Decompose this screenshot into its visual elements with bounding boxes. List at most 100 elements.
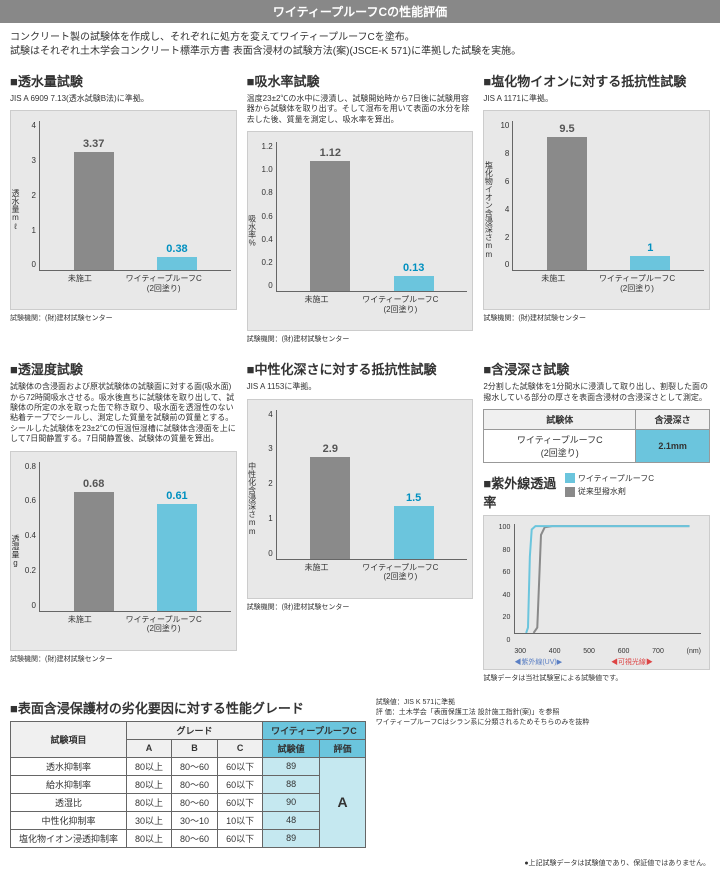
- bar: 0.68: [74, 478, 114, 611]
- grade-notes: 試験値：JIS K 571に準拠 評 価：土木学会「表面保護工法 設計施工指針(…: [376, 698, 710, 848]
- td: 塩化物イオン浸透抑制率: [11, 829, 127, 847]
- th: グレード: [127, 721, 263, 739]
- chart-subtitle: 試験体の含浸面および原状試験体の試験面に対する面(吸水面)から72時間吸水させる…: [10, 382, 237, 444]
- impreg-table: 試験体含浸深さ ワイティープルーフC (2回塗り)2.1mm: [483, 409, 710, 463]
- bar-value: 1.12: [320, 147, 341, 159]
- th: ワイティープルーフC: [263, 721, 366, 739]
- td: 60以下: [218, 775, 263, 793]
- x-labels: 未施工 ワイティープルーフC (2回塗り): [276, 560, 468, 582]
- intro-line-1: コンクリート製の試験体を作成し、それぞれに処方を変えてワイティープルーフCを塗布…: [10, 31, 710, 45]
- grade-section: ■表面含浸保護材の劣化要因に対する性能グレード 試験項目グレードワイティープルー…: [0, 698, 720, 848]
- footnote: ●上記試験データは試験値であり、保証値ではありません。: [0, 858, 720, 868]
- chart-subtitle: JIS A 1153に準拠。: [247, 382, 474, 392]
- bar-rect: [310, 457, 350, 559]
- intro-text: コンクリート製の試験体を作成し、それぞれに処方を変えてワイティープルーフCを塗布…: [0, 31, 720, 59]
- th: B: [172, 739, 218, 757]
- bar-rect: [157, 257, 197, 270]
- bar-value: 0.68: [83, 478, 104, 490]
- chart-subtitle: 温度23±2℃の水中に浸漬し、試験開始時から7日後に試験用容器から試験体を取り出…: [247, 94, 474, 125]
- th: 試験値: [263, 739, 320, 757]
- impreg-title: ■含浸深さ試験: [483, 359, 710, 378]
- bar-value: 0.13: [403, 262, 424, 274]
- x-labels: 未施工ワイティープルーフC (2回塗り): [512, 271, 704, 293]
- td: 80～60: [172, 829, 218, 847]
- chart-area: 3.37 0.38: [39, 121, 231, 271]
- grade-note-2: 評 価：土木学会「表面保護工法 設計施工指針(案)」を参照 ワイティープルーフC…: [376, 708, 710, 728]
- td: 80～60: [172, 775, 218, 793]
- td: 80以上: [127, 757, 172, 775]
- x-labels: 未施工 ワイティープルーフC (2回塗り): [39, 271, 231, 293]
- chart-note: 試験機関：(財)建材試験センター: [247, 602, 474, 612]
- uv-title: ■紫外線透過率: [483, 473, 564, 511]
- bar: 2.9: [310, 443, 350, 559]
- td: ワイティープルーフC (2回塗り): [484, 429, 636, 462]
- bar: 0.13: [394, 262, 434, 291]
- charts-row-1: ■透水量試験JIS A 6909 7.13(透水試験B法)に準拠。透水量mℓ43…: [0, 71, 720, 344]
- bar-label: 未施工: [305, 563, 329, 582]
- uv-range-labels: ◀紫外線(UV)▶◀可視光線▶: [514, 657, 701, 667]
- th: C: [218, 739, 263, 757]
- td: 60以下: [218, 793, 263, 811]
- grade-note-1: 試験値：JIS K 571に準拠: [376, 698, 710, 708]
- bar-label: 未施工: [68, 274, 92, 293]
- td: 透湿比: [11, 793, 127, 811]
- bar-rect: [630, 256, 670, 270]
- bar: 3.37: [74, 138, 114, 270]
- bar-label: 未施工: [68, 615, 92, 634]
- td: 給水抑制率: [11, 775, 127, 793]
- chart-box: 塩化物イオン含浸深さmm10864209.51未施工ワイティープルーフC (2回…: [483, 110, 710, 310]
- uv-legend: ワイティープルーフC 従来型撥水剤: [565, 473, 710, 500]
- chart-box: 吸水率%1.21.00.80.60.40.201.120.13未施工ワイティープ…: [247, 131, 474, 331]
- chart-title: ■透湿度試験: [10, 359, 237, 378]
- uv-chart: 100806040200 300400500600700(nm)◀紫外線(UV)…: [483, 515, 710, 670]
- bar-value: 0.61: [166, 490, 187, 502]
- legend-item: ワイティープルーフC: [565, 473, 654, 484]
- chart-note: 試験機関：(財)建材試験センター: [483, 313, 710, 323]
- bar-rect: [394, 506, 434, 559]
- bar-rect: [74, 152, 114, 270]
- td: 60以下: [218, 757, 263, 775]
- table-row: 透水抑制率80以上80～6060以下89A: [11, 757, 366, 775]
- bar-rect: [157, 504, 197, 611]
- charts-row-2: ■透湿度試験試験体の含浸面および原状試験体の試験面に対する面(吸水面)から72時…: [0, 359, 720, 683]
- chart-box: 中性化含浸深さmm432102.91.5未施工ワイティープルーフC (2回塗り): [247, 399, 474, 599]
- x-labels: 未施工 ワイティープルーフC (2回塗り): [276, 292, 468, 314]
- td: 60以下: [218, 829, 263, 847]
- bar-label: ワイティープルーフC (2回塗り): [126, 274, 202, 293]
- uv-note: 試験データは当社試験室による試験値です。: [483, 673, 710, 683]
- table-row: 中性化抑制率30以上30～1010以下48: [11, 811, 366, 829]
- bar: 1: [630, 242, 670, 270]
- bar: 0.61: [157, 490, 197, 611]
- bar-value: 0.38: [166, 243, 187, 255]
- td-value: 89: [263, 757, 320, 775]
- th: A: [127, 739, 172, 757]
- chart-note: 試験機関：(財)建材試験センター: [10, 313, 237, 323]
- bar-label: 未施工: [305, 295, 329, 314]
- td-value: 2.1mm: [636, 429, 710, 462]
- y-axis-ticks: 43210: [253, 410, 273, 558]
- bar: 9.5: [547, 123, 587, 270]
- chart-note: 試験機関：(財)建材試験センター: [247, 334, 474, 344]
- bar-label: ワイティープルーフC (2回塗り): [362, 563, 438, 582]
- bar-label: ワイティープルーフC (2回塗り): [126, 615, 202, 634]
- td: 80以上: [127, 775, 172, 793]
- bar-value: 2.9: [323, 443, 338, 455]
- chart-subtitle: JIS A 6909 7.13(透水試験B法)に準拠。: [10, 94, 237, 104]
- grade-title: ■表面含浸保護材の劣化要因に対する性能グレード: [10, 698, 366, 717]
- td: 80～60: [172, 757, 218, 775]
- table-row: 給水抑制率80以上80～6060以下88: [11, 775, 366, 793]
- chart-subtitle: JIS A 1171に準拠。: [483, 94, 710, 104]
- td: 中性化抑制率: [11, 811, 127, 829]
- td: 80以上: [127, 793, 172, 811]
- th: 試験体: [484, 409, 636, 429]
- table-row: 透湿比80以上80～6060以下90: [11, 793, 366, 811]
- th: 評価: [320, 739, 366, 757]
- bar-value: 9.5: [559, 123, 574, 135]
- bar-label: ワイティープルーフC (2回塗り): [362, 295, 438, 314]
- bar-rect: [547, 137, 587, 270]
- td-value: 89: [263, 829, 320, 847]
- bar: 1.5: [394, 492, 434, 559]
- bar: 1.12: [310, 147, 350, 292]
- chart-area: 1.12 0.13: [276, 142, 468, 292]
- td-value: 48: [263, 811, 320, 829]
